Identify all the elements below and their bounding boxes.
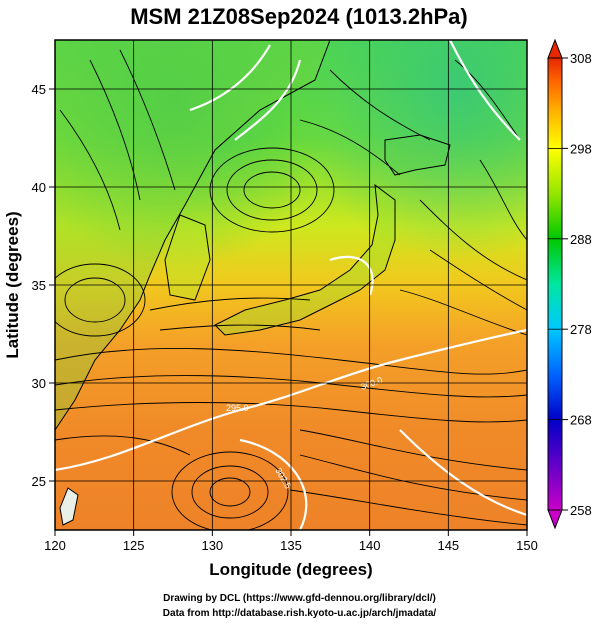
- colorbar-tick-label: 258: [570, 503, 592, 518]
- y-axis-title: Latitude (degrees): [3, 211, 22, 358]
- x-tick-label: 150: [516, 538, 538, 553]
- y-tick-label: 35: [32, 278, 46, 293]
- x-tick-label: 145: [437, 538, 459, 553]
- land-coast-asia: [55, 40, 331, 431]
- y-tick-label: 45: [32, 82, 46, 97]
- streamlines: [55, 49, 527, 530]
- x-tick-label: 140: [359, 538, 381, 553]
- y-tick-label: 40: [32, 180, 46, 195]
- colorbar-extend-bottom: [547, 509, 563, 530]
- x-tick-label: 130: [201, 538, 223, 553]
- plot-area: 295.0 300.0 302.5: [55, 40, 527, 530]
- footer-credit: Drawing by DCL (https://www.gfd-dennou.o…: [163, 593, 436, 604]
- contour-label-1: 295.0: [226, 403, 249, 413]
- chart-title: MSM 21Z08Sep2024 (1013.2hPa): [130, 4, 468, 29]
- temperature-contours: [55, 40, 527, 530]
- y-axis: 25 30 35 40 45: [32, 82, 55, 489]
- colorbar-ticks: 258 268 278 288 298 308: [548, 51, 592, 518]
- footer-source: Data from http://database.rish.kyoto-u.a…: [162, 608, 437, 619]
- y-tick-label: 25: [32, 474, 46, 489]
- land-korea: [164, 214, 211, 301]
- y-tick-label: 30: [32, 376, 46, 391]
- colorbar-tick-label: 308: [570, 51, 592, 66]
- x-tick-label: 120: [44, 538, 66, 553]
- colorbar-tick-label: 278: [570, 322, 592, 337]
- x-tick-label: 135: [280, 538, 302, 553]
- colorbar-extend-top: [547, 38, 563, 59]
- colorbar-fill: [547, 57, 563, 511]
- colorbar-tick-label: 268: [570, 413, 592, 428]
- land-hokkaido: [384, 134, 451, 176]
- x-axis-title: Longitude (degrees): [209, 560, 372, 579]
- colorbar-tick-label: 288: [570, 232, 592, 247]
- x-axis: 120 125 130 135 140 145 150: [44, 530, 538, 553]
- x-tick-label: 125: [123, 538, 145, 553]
- land-taiwan: [59, 487, 79, 526]
- colorbar: 258 268 278 288 298 308: [547, 38, 592, 530]
- gridlines: [55, 40, 527, 530]
- colorbar-tick-label: 298: [570, 141, 592, 156]
